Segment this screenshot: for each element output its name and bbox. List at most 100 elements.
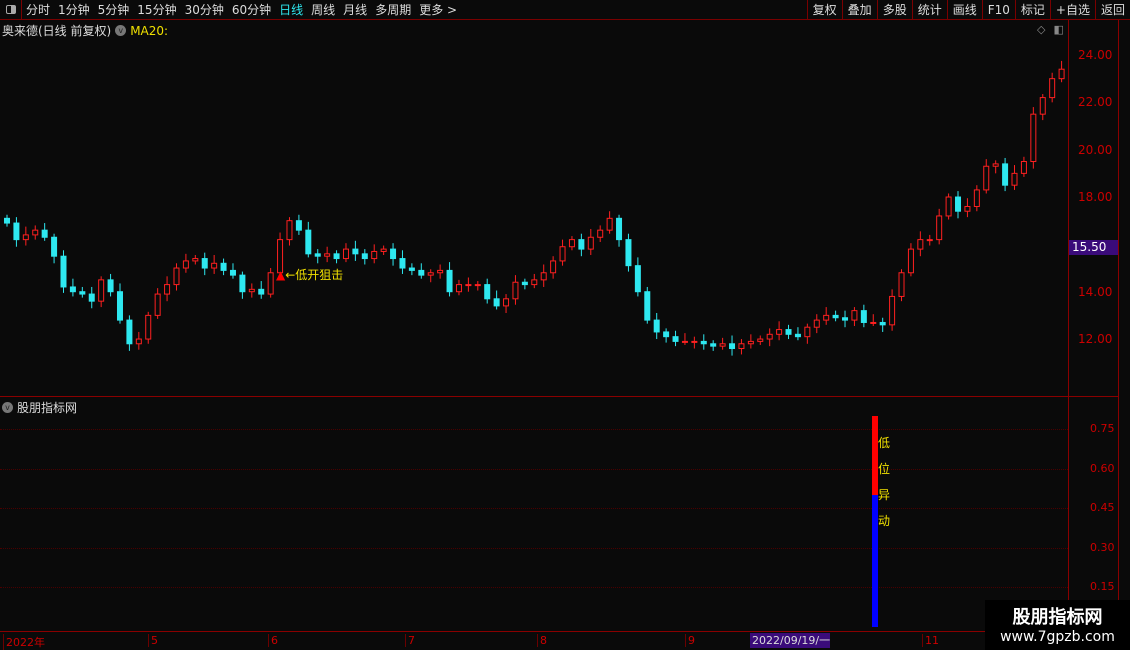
chevron-down-icon[interactable]: v <box>115 25 127 36</box>
candle <box>813 314 820 334</box>
toolbar-button[interactable]: 复权 <box>806 0 842 20</box>
candle <box>41 223 48 241</box>
candle <box>126 315 133 351</box>
candle <box>870 314 877 327</box>
candle <box>145 311 152 344</box>
candle <box>832 310 839 322</box>
candle <box>4 214 10 227</box>
period-tab[interactable]: 分时 <box>26 3 51 17</box>
candle <box>1058 60 1065 83</box>
period-tab[interactable]: 60分钟 <box>231 3 272 17</box>
price-label: 12.00 <box>1078 332 1113 347</box>
period-tab[interactable]: 多周期 <box>375 3 412 17</box>
grid-line <box>0 429 1068 431</box>
candle <box>1002 157 1009 192</box>
candle <box>889 289 896 331</box>
candle <box>154 288 161 319</box>
candle <box>540 264 547 287</box>
candle <box>691 336 698 349</box>
arrow-up-icon: ▲ <box>276 268 286 282</box>
candle <box>88 286 95 309</box>
toolbar-button[interactable]: 统计 <box>911 0 947 20</box>
diamond-icon[interactable]: ◇ <box>1037 23 1046 36</box>
candle <box>408 263 415 276</box>
date-label: 8 <box>537 634 547 647</box>
toolbar-button[interactable]: 标记 <box>1014 0 1050 20</box>
chevron-down-icon[interactable]: v <box>2 402 13 413</box>
toolbar-button[interactable]: 返回 <box>1094 0 1130 20</box>
candle <box>258 281 265 299</box>
period-tab[interactable]: 月线 <box>343 3 368 17</box>
stock-title: 奥来德(日线 前复权) <box>2 24 112 38</box>
current-price-tag: 15.50 <box>1069 240 1118 255</box>
toolbar-button[interactable]: 叠加 <box>841 0 877 20</box>
panel-divider[interactable] <box>0 396 1118 397</box>
period-tab[interactable]: 日线 <box>279 3 304 17</box>
candle <box>173 263 180 291</box>
candle <box>399 250 406 274</box>
toolbar-button[interactable]: F10 <box>981 0 1015 20</box>
candle <box>917 231 924 257</box>
price-label: 18.00 <box>1078 190 1113 205</box>
date-label: 11 <box>922 634 939 647</box>
candle <box>823 307 830 325</box>
candle <box>13 217 20 247</box>
candle <box>794 327 801 341</box>
candle <box>512 275 519 305</box>
indicator-axis-label: 0.15 <box>1090 580 1115 594</box>
candle <box>192 255 199 265</box>
toolbar-button[interactable]: 画线 <box>946 0 982 20</box>
period-tab[interactable]: 15分钟 <box>137 3 177 17</box>
candle <box>455 279 462 296</box>
candle <box>710 340 717 351</box>
candle <box>32 225 39 240</box>
period-tab[interactable]: 5分钟 <box>97 3 130 17</box>
toolbar-button[interactable]: 多股 <box>876 0 912 20</box>
price-label: 24.00 <box>1078 48 1113 62</box>
date-label: 6 <box>268 634 278 647</box>
panel-toggle-icon[interactable]: ◧ <box>1053 23 1064 36</box>
candle <box>945 193 952 220</box>
selected-date: 2022/09/19/一 <box>750 633 830 648</box>
candle <box>418 263 425 279</box>
price-label: 14.00 <box>1078 284 1113 299</box>
date-label: 7 <box>405 634 415 647</box>
signal-char: 异 <box>878 488 891 502</box>
period-tab[interactable]: 周线 <box>311 3 336 17</box>
candle <box>521 278 528 290</box>
candle <box>955 191 962 219</box>
candle <box>437 264 444 279</box>
period-tab[interactable]: 更多 > <box>419 3 458 17</box>
date-label: 9 <box>685 634 695 647</box>
candle <box>907 243 914 277</box>
candle <box>135 331 142 350</box>
candle <box>1030 107 1037 169</box>
candle <box>1039 94 1046 121</box>
layout-toggle-icon[interactable] <box>0 0 22 20</box>
candle <box>625 233 632 272</box>
candle <box>98 276 105 308</box>
candle <box>371 244 378 264</box>
candle <box>597 225 604 242</box>
candle <box>69 278 76 297</box>
candle <box>776 321 783 341</box>
candle <box>286 217 293 246</box>
grid-line <box>0 547 1068 549</box>
price-label: 22.00 <box>1078 95 1113 110</box>
period-tab[interactable]: 30分钟 <box>184 3 224 17</box>
candle <box>842 310 849 328</box>
candle <box>587 228 594 256</box>
candle <box>182 253 189 273</box>
candle <box>211 255 218 274</box>
candle <box>248 283 255 298</box>
signal-char: 低 <box>878 436 891 450</box>
candle <box>616 214 623 247</box>
ma20-label: MA20: <box>130 23 169 38</box>
candle <box>663 328 670 343</box>
candle <box>352 240 359 261</box>
candle <box>653 313 660 340</box>
candle <box>79 286 86 298</box>
candle <box>785 324 792 340</box>
period-tab[interactable]: 1分钟 <box>58 3 90 17</box>
toolbar-button[interactable]: +自选 <box>1049 0 1095 20</box>
